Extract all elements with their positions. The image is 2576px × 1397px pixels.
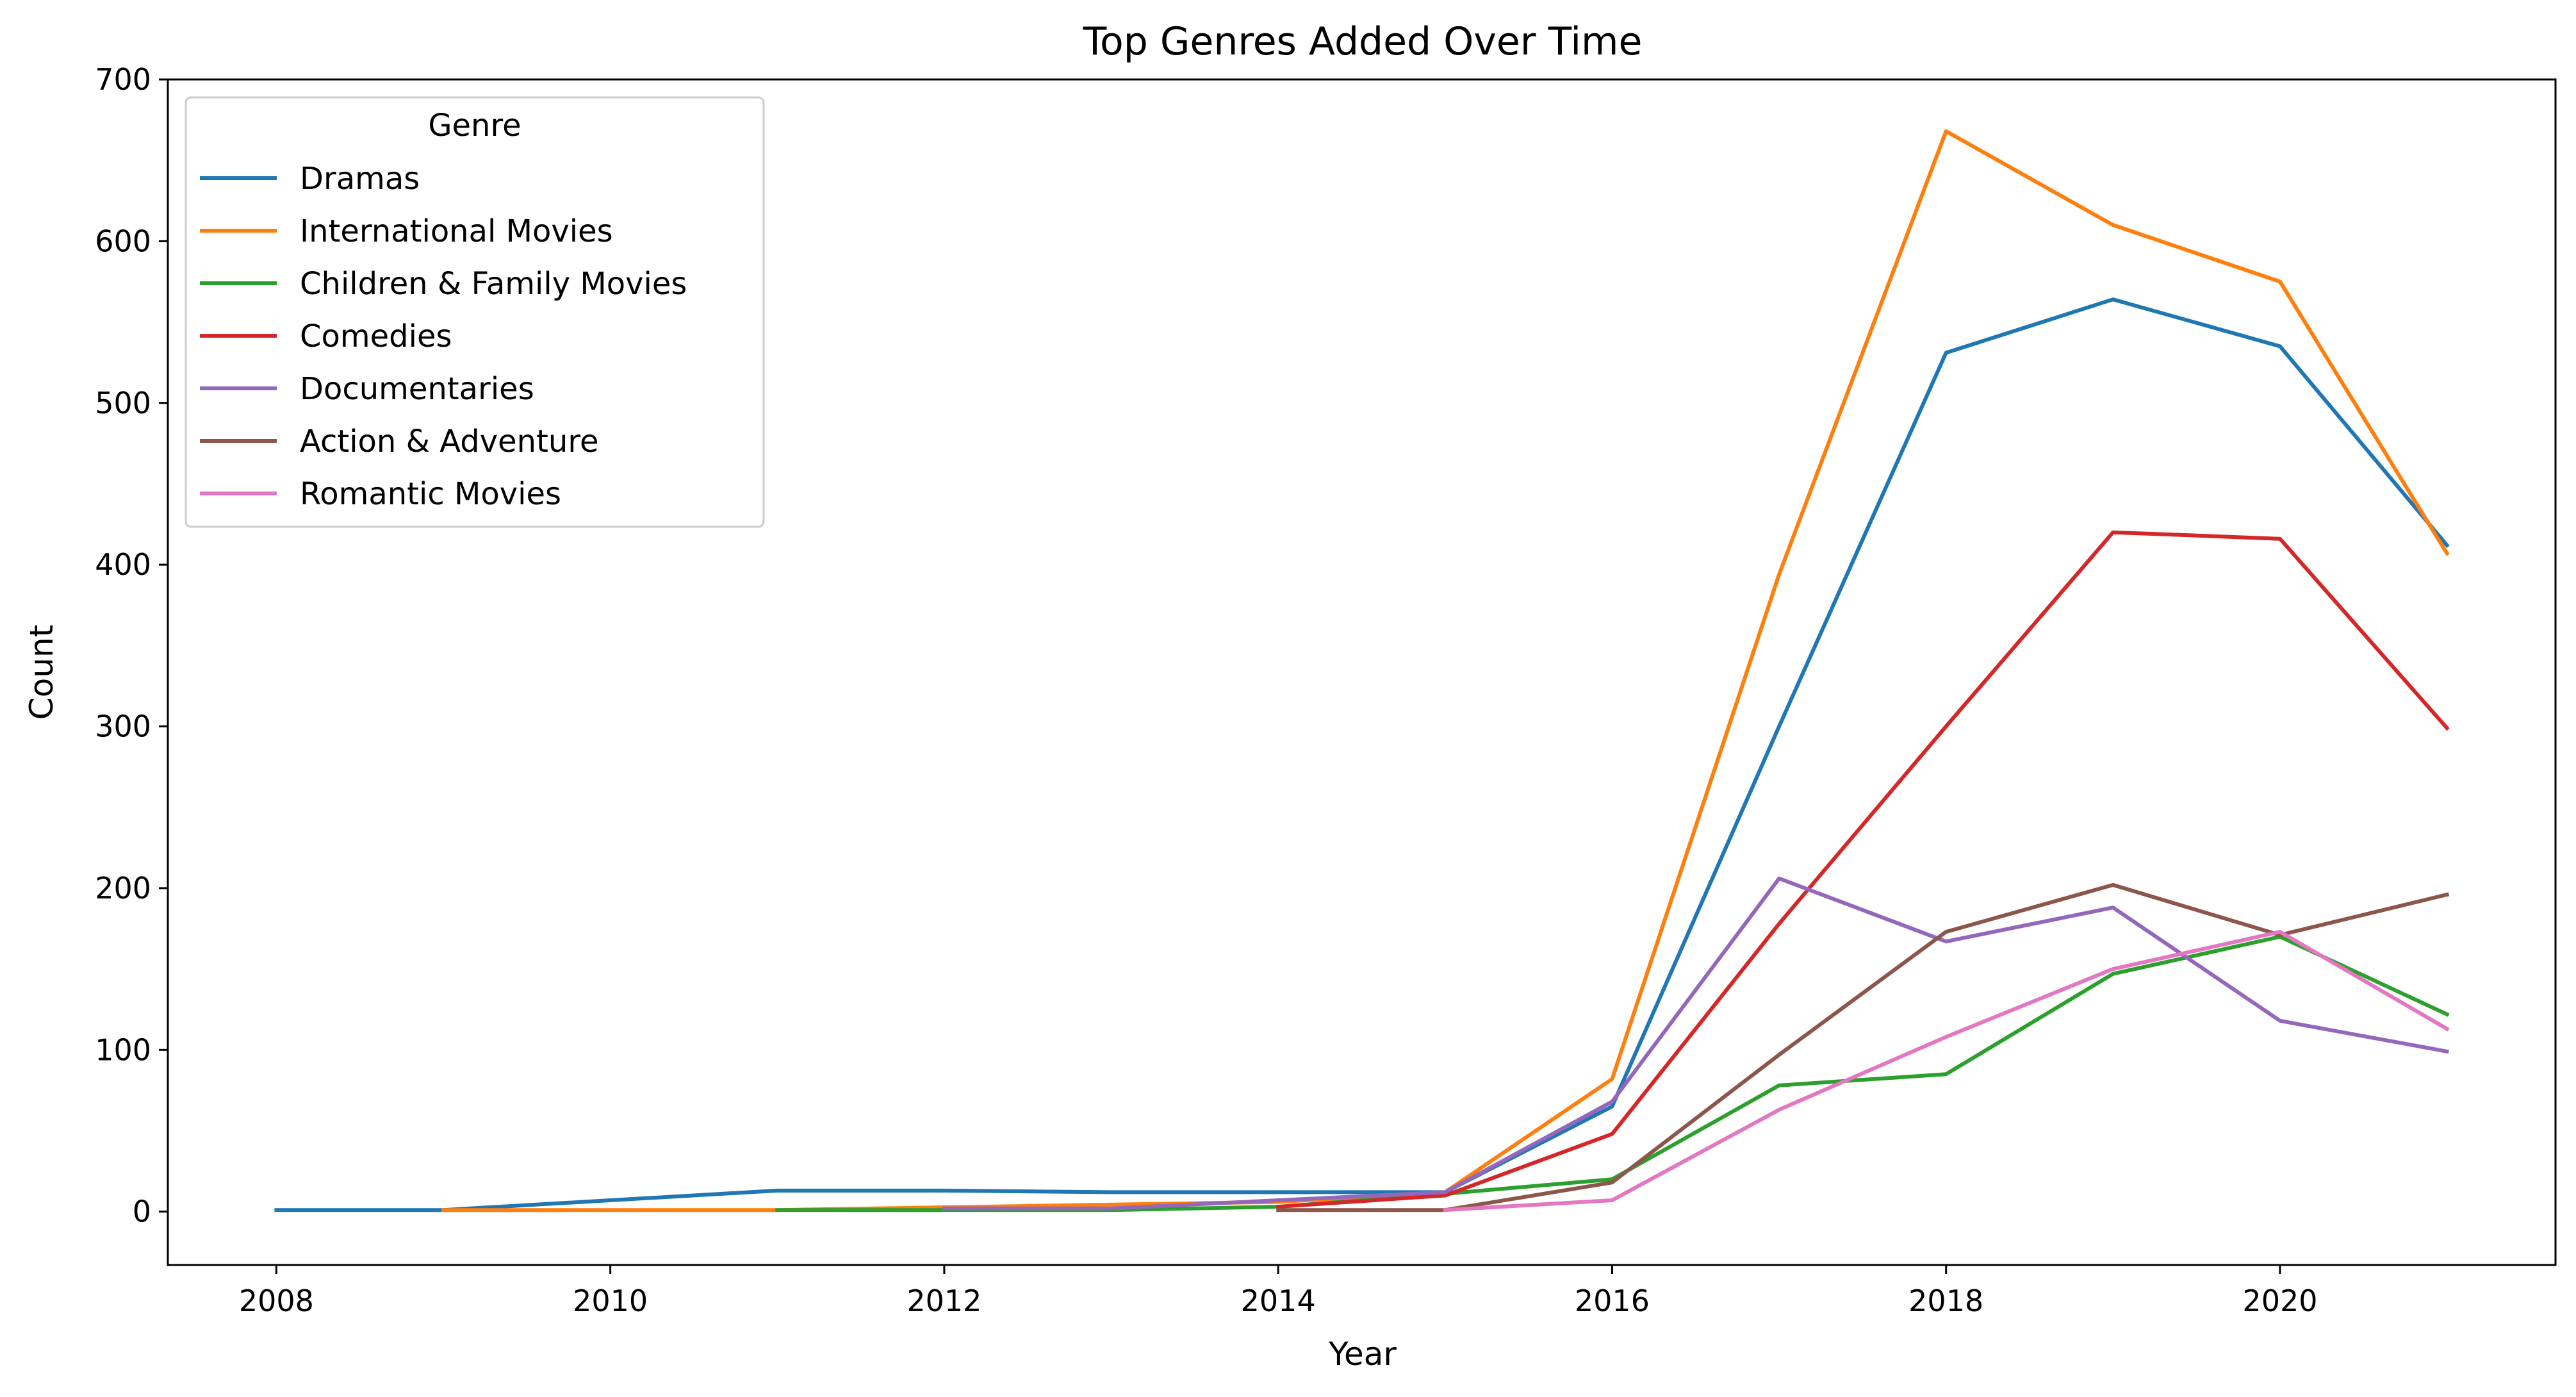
plot-frame [167, 78, 2557, 1266]
legend-label: Romantic Movies [300, 476, 561, 512]
y-tick-label: 100 [95, 1032, 151, 1067]
legend-box [185, 96, 765, 528]
x-tick-label: 2008 [239, 1284, 314, 1318]
series-line-romantic-movies [1443, 930, 2450, 1212]
x-tick-label: 2020 [2242, 1284, 2317, 1318]
x-tick-label: 2016 [1575, 1284, 1650, 1318]
y-axis: 0 100 200 300 400 500 600 700 [95, 62, 168, 1229]
series-line-international-movies [441, 129, 2450, 1212]
x-axis-title: Year [1328, 1335, 1397, 1373]
legend-label: Documentaries [300, 371, 534, 407]
legend-title: Genre [428, 108, 521, 144]
x-tick-label: 2010 [573, 1284, 648, 1318]
y-tick-label: 600 [95, 224, 151, 258]
series-line-comedies [1276, 530, 2450, 1209]
chart-title: Top Genres Added Over Time [1083, 19, 1643, 64]
legend-label: Children & Family Movies [300, 266, 687, 302]
legend-items: Dramas International Movies Children & Fam… [200, 161, 687, 512]
y-tick-label: 0 [133, 1194, 151, 1229]
plot-lines [274, 129, 2450, 1212]
y-axis-title: Count [23, 625, 60, 720]
y-tick-label: 700 [95, 62, 151, 97]
x-axis: 2008 2010 2012 2014 2016 2018 2020 [239, 1265, 2318, 1318]
x-tick-label: 2012 [907, 1284, 981, 1318]
y-tick-label: 300 [95, 709, 151, 744]
y-tick-label: 200 [95, 871, 151, 905]
legend-label: Action & Adventure [300, 424, 599, 459]
x-tick-label: 2014 [1241, 1284, 1316, 1318]
legend-label: Comedies [300, 318, 452, 354]
legend-label: Dramas [300, 161, 420, 197]
legend-label: International Movies [300, 213, 613, 249]
x-tick-label: 2018 [1908, 1284, 1983, 1318]
series-line-dramas [274, 297, 2450, 1212]
series-line-action-adventure [1276, 882, 2450, 1212]
series-line-documentaries [942, 876, 2450, 1211]
y-tick-label: 400 [95, 547, 151, 582]
y-tick-label: 500 [95, 386, 151, 420]
legend: Genre Dramas International Movies Children… [185, 96, 765, 528]
